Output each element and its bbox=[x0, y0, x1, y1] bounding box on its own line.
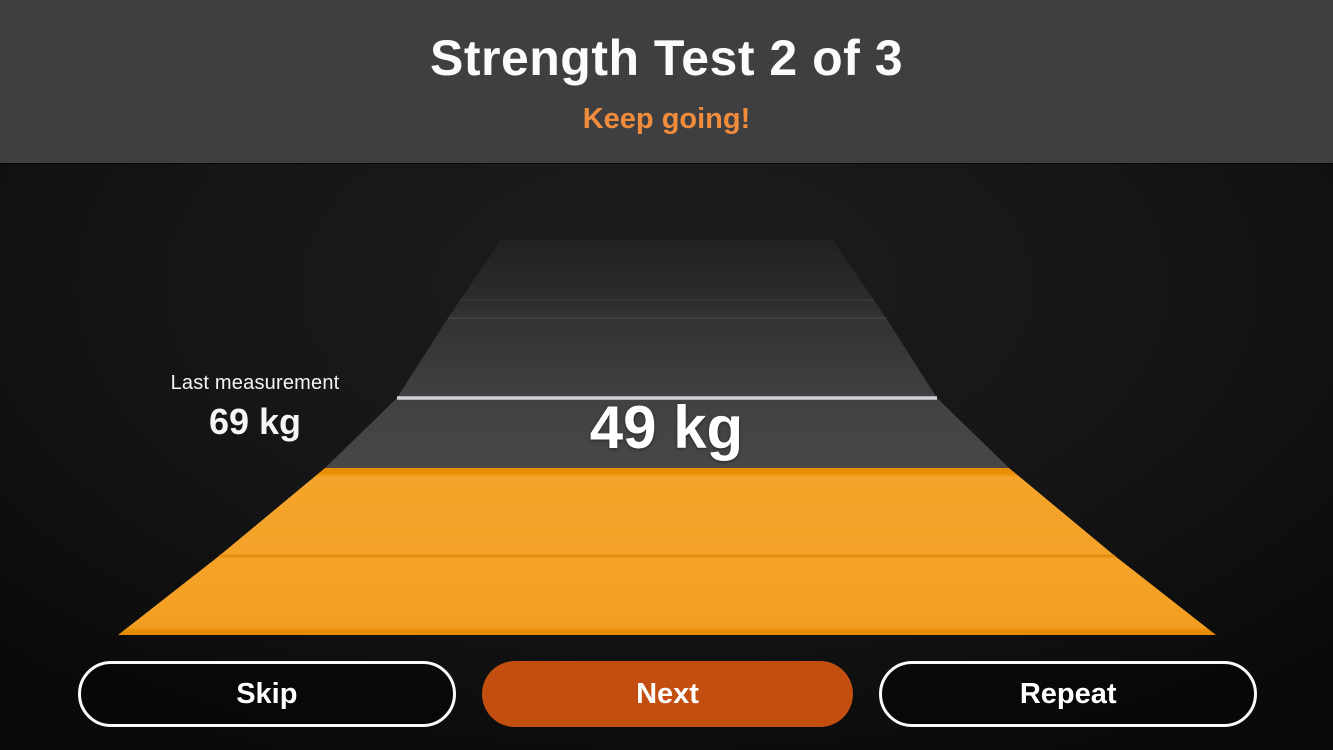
gauge-stage: Last measurement 69 kg 49 kg bbox=[0, 163, 1333, 750]
next-button[interactable]: Next bbox=[481, 661, 854, 727]
repeat-button[interactable]: Repeat bbox=[879, 661, 1258, 727]
action-button-row: Skip Next Repeat bbox=[78, 661, 1258, 727]
encouragement-message: Keep going! bbox=[582, 103, 751, 135]
skip-button[interactable]: Skip bbox=[78, 661, 456, 727]
header: Strength Test 2 of 3 Keep going! bbox=[0, 0, 1333, 163]
current-measurement-value: 49 kg bbox=[589, 394, 744, 461]
last-measurement-value: 69 kg bbox=[208, 401, 302, 442]
gauge-upper-segment bbox=[325, 240, 1009, 468]
page-title: Strength Test 2 of 3 bbox=[429, 30, 903, 86]
last-measurement-label: Last measurement bbox=[170, 372, 340, 394]
gauge-filled-segment bbox=[118, 468, 1216, 635]
last-measurement-block: Last measurement 69 kg bbox=[105, 371, 405, 442]
